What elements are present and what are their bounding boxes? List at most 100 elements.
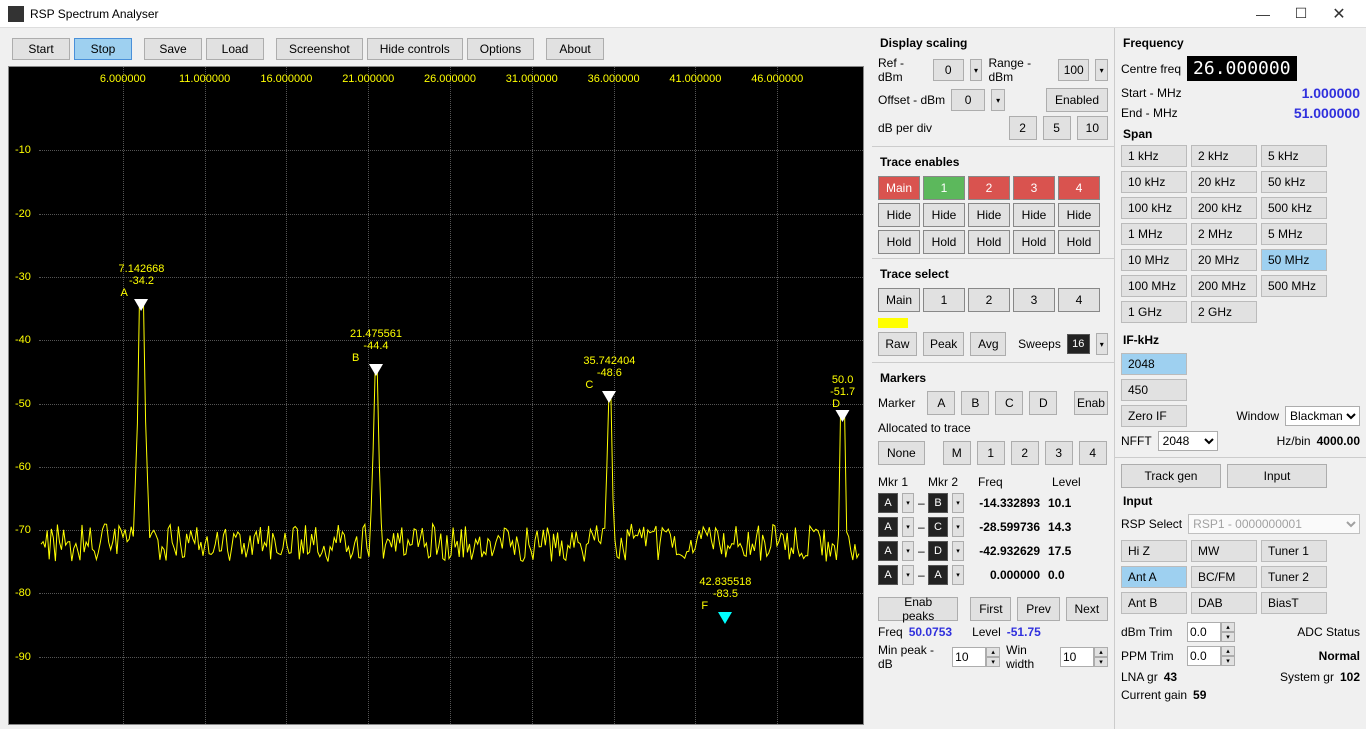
- span-100khz[interactable]: 100 kHz: [1121, 197, 1187, 219]
- bcfm-button[interactable]: BC/FM: [1191, 566, 1257, 588]
- screenshot-button[interactable]: Screenshot: [276, 38, 363, 60]
- prev-button[interactable]: Prev: [1017, 597, 1059, 621]
- trace-enable-main[interactable]: Main: [878, 176, 920, 200]
- stop-button[interactable]: Stop: [74, 38, 132, 60]
- mkr1-sel-0[interactable]: A: [878, 493, 898, 513]
- trace-hide-3[interactable]: Hide: [1013, 203, 1055, 227]
- span-50mhz[interactable]: 50 MHz: [1261, 249, 1327, 271]
- if-2048-button[interactable]: 2048: [1121, 353, 1187, 375]
- trace-enable-4[interactable]: 4: [1058, 176, 1100, 200]
- minimize-button[interactable]: —: [1244, 0, 1282, 27]
- first-button[interactable]: First: [970, 597, 1011, 621]
- dab-button[interactable]: DAB: [1191, 592, 1257, 614]
- enab-peaks-button[interactable]: Enab peaks: [878, 597, 958, 621]
- offset-value[interactable]: 0: [951, 89, 985, 111]
- span-2ghz[interactable]: 2 GHz: [1191, 301, 1257, 323]
- hiz-button[interactable]: Hi Z: [1121, 540, 1187, 562]
- trace-hold-3[interactable]: Hold: [1013, 230, 1055, 254]
- span-5khz[interactable]: 5 kHz: [1261, 145, 1327, 167]
- enabled-button[interactable]: Enabled: [1046, 88, 1108, 112]
- trace-hide-0[interactable]: Hide: [878, 203, 920, 227]
- mkr1-sel-3[interactable]: A: [878, 565, 898, 585]
- mkr2-sel-3[interactable]: A: [928, 565, 948, 585]
- range-dropdown[interactable]: ▾: [1095, 59, 1108, 81]
- mw-button[interactable]: MW: [1191, 540, 1257, 562]
- span-5mhz[interactable]: 5 MHz: [1261, 223, 1327, 245]
- track-gen-tab[interactable]: Track gen: [1121, 464, 1221, 488]
- trace-hold-2[interactable]: Hold: [968, 230, 1010, 254]
- hide-controls-button[interactable]: Hide controls: [367, 38, 463, 60]
- span-20khz[interactable]: 20 kHz: [1191, 171, 1257, 193]
- save-button[interactable]: Save: [144, 38, 202, 60]
- marker-a-button[interactable]: A: [927, 391, 955, 415]
- zero-if-button[interactable]: Zero IF: [1121, 405, 1187, 427]
- enab-button[interactable]: Enab: [1074, 391, 1108, 415]
- antb-button[interactable]: Ant B: [1121, 592, 1187, 614]
- offset-dropdown[interactable]: ▾: [991, 89, 1005, 111]
- range-value[interactable]: 100: [1058, 59, 1089, 81]
- trace-hold-4[interactable]: Hold: [1058, 230, 1100, 254]
- window-select[interactable]: Blackman: [1285, 406, 1360, 426]
- marker-d-button[interactable]: D: [1029, 391, 1057, 415]
- span-20mhz[interactable]: 20 MHz: [1191, 249, 1257, 271]
- alloc-1-button[interactable]: 1: [977, 441, 1005, 465]
- win-width-spinner[interactable]: ▴▾: [1060, 647, 1108, 667]
- marker-c-button[interactable]: C: [995, 391, 1023, 415]
- close-button[interactable]: ✕: [1320, 0, 1358, 27]
- span-1khz[interactable]: 1 kHz: [1121, 145, 1187, 167]
- min-peak-spinner[interactable]: ▴▾: [952, 647, 1000, 667]
- mkr2-sel-0[interactable]: B: [928, 493, 948, 513]
- sweeps-dropdown[interactable]: ▾: [1096, 333, 1108, 355]
- db-5-button[interactable]: 5: [1043, 116, 1071, 140]
- peak-button[interactable]: Peak: [923, 332, 965, 356]
- alloc-none-button[interactable]: None: [878, 441, 925, 465]
- mkr2-sel-1[interactable]: C: [928, 517, 948, 537]
- trace-hold-1[interactable]: Hold: [923, 230, 965, 254]
- trace-enable-2[interactable]: 2: [968, 176, 1010, 200]
- trace-select-2[interactable]: 2: [968, 288, 1010, 312]
- span-2khz[interactable]: 2 kHz: [1191, 145, 1257, 167]
- trace-enable-3[interactable]: 3: [1013, 176, 1055, 200]
- trace-enable-1[interactable]: 1: [923, 176, 965, 200]
- sweeps-value[interactable]: 16: [1067, 334, 1090, 354]
- span-200khz[interactable]: 200 kHz: [1191, 197, 1257, 219]
- trace-select-3[interactable]: 3: [1013, 288, 1055, 312]
- ref-value[interactable]: 0: [933, 59, 964, 81]
- load-button[interactable]: Load: [206, 38, 264, 60]
- ref-dropdown[interactable]: ▾: [970, 59, 983, 81]
- centre-freq-value[interactable]: 26.000000: [1187, 56, 1297, 81]
- start-button[interactable]: Start: [12, 38, 70, 60]
- raw-button[interactable]: Raw: [878, 332, 917, 356]
- input-tab[interactable]: Input: [1227, 464, 1327, 488]
- mkr1-sel-1[interactable]: A: [878, 517, 898, 537]
- db-10-button[interactable]: 10: [1077, 116, 1108, 140]
- trace-hold-0[interactable]: Hold: [878, 230, 920, 254]
- trace-select-main[interactable]: Main: [878, 288, 920, 312]
- dbm-trim-spinner[interactable]: ▴▾: [1187, 622, 1235, 642]
- tuner2-button[interactable]: Tuner 2: [1261, 566, 1327, 588]
- span-2mhz[interactable]: 2 MHz: [1191, 223, 1257, 245]
- marker-b-button[interactable]: B: [961, 391, 989, 415]
- mkr1-sel-2[interactable]: A: [878, 541, 898, 561]
- span-1ghz[interactable]: 1 GHz: [1121, 301, 1187, 323]
- maximize-button[interactable]: ☐: [1282, 0, 1320, 27]
- if-450-button[interactable]: 450: [1121, 379, 1187, 401]
- trace-select-1[interactable]: 1: [923, 288, 965, 312]
- alloc-3-button[interactable]: 3: [1045, 441, 1073, 465]
- tuner1-button[interactable]: Tuner 1: [1261, 540, 1327, 562]
- trace-hide-2[interactable]: Hide: [968, 203, 1010, 227]
- db-2-button[interactable]: 2: [1009, 116, 1037, 140]
- rsp-select[interactable]: RSP1 - 0000000001: [1188, 514, 1360, 534]
- trace-hide-4[interactable]: Hide: [1058, 203, 1100, 227]
- biast-button[interactable]: BiasT: [1261, 592, 1327, 614]
- avg-button[interactable]: Avg: [970, 332, 1006, 356]
- alloc-m-button[interactable]: M: [943, 441, 971, 465]
- anta-button[interactable]: Ant A: [1121, 566, 1187, 588]
- span-1mhz[interactable]: 1 MHz: [1121, 223, 1187, 245]
- span-500mhz[interactable]: 500 MHz: [1261, 275, 1327, 297]
- trace-hide-1[interactable]: Hide: [923, 203, 965, 227]
- span-10khz[interactable]: 10 kHz: [1121, 171, 1187, 193]
- span-200mhz[interactable]: 200 MHz: [1191, 275, 1257, 297]
- span-100mhz[interactable]: 100 MHz: [1121, 275, 1187, 297]
- options-button[interactable]: Options: [467, 38, 534, 60]
